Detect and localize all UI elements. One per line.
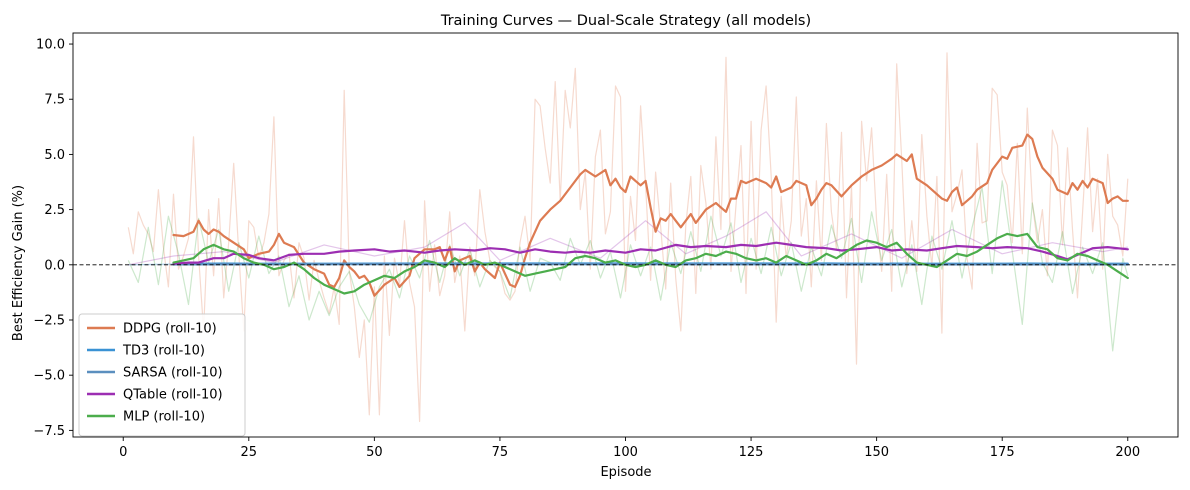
x-tick-label: 125	[739, 445, 764, 460]
legend-label: SARSA (roll-10)	[123, 366, 223, 381]
legend-label: QTable (roll-10)	[123, 388, 223, 403]
x-tick-label: 200	[1115, 445, 1140, 460]
x-tick-label: 175	[990, 445, 1015, 460]
chart-title: Training Curves — Dual-Scale Strategy (a…	[440, 13, 811, 29]
y-tick-label: −7.5	[33, 424, 65, 439]
y-tick-label: 7.5	[44, 93, 65, 108]
legend: DDPG (roll-10) TD3 (roll-10) SARSA (roll-1…	[78, 313, 246, 437]
raw-line-ddpg	[127, 52, 1129, 423]
y-tick-label: 10.0	[36, 38, 65, 53]
y-tick-label: −5.0	[33, 369, 65, 384]
y-tick-label: 0.0	[44, 258, 65, 273]
smoothed-series-layer	[172, 133, 1129, 297]
y-tick-label: 2.5	[44, 203, 65, 218]
legend-label: TD3 (roll-10)	[122, 344, 205, 359]
smoothed-line-qtable	[172, 241, 1129, 265]
legend-label: MLP (roll-10)	[123, 410, 205, 425]
legend-label: DDPG (roll-10)	[123, 322, 217, 337]
x-tick-label: 150	[864, 445, 889, 460]
x-tick-label: 75	[492, 445, 509, 460]
x-tick-label: 0	[119, 445, 127, 460]
x-tick-label: 100	[613, 445, 638, 460]
x-tick-label: 50	[366, 445, 383, 460]
smoothed-line-mlp	[172, 232, 1129, 295]
raw-line-qtable	[128, 211, 1128, 266]
y-tick-label: −2.5	[33, 313, 65, 328]
y-axis-label: Best Efficiency Gain (%)	[11, 185, 26, 341]
y-axis-ticks: −7.5 −5.0 −2.5 0.0 2.5 5.0 7.5 10.0	[33, 38, 73, 439]
smoothed-line-ddpg	[172, 133, 1129, 297]
legend-box	[78, 313, 246, 437]
y-tick-label: 5.0	[44, 148, 65, 163]
raw-line-mlp	[127, 180, 1129, 352]
x-tick-label: 25	[241, 445, 258, 460]
x-axis-label: Episode	[600, 465, 651, 480]
x-axis-ticks: 0 25 50 75 100 125 150 175 200	[119, 437, 1140, 460]
